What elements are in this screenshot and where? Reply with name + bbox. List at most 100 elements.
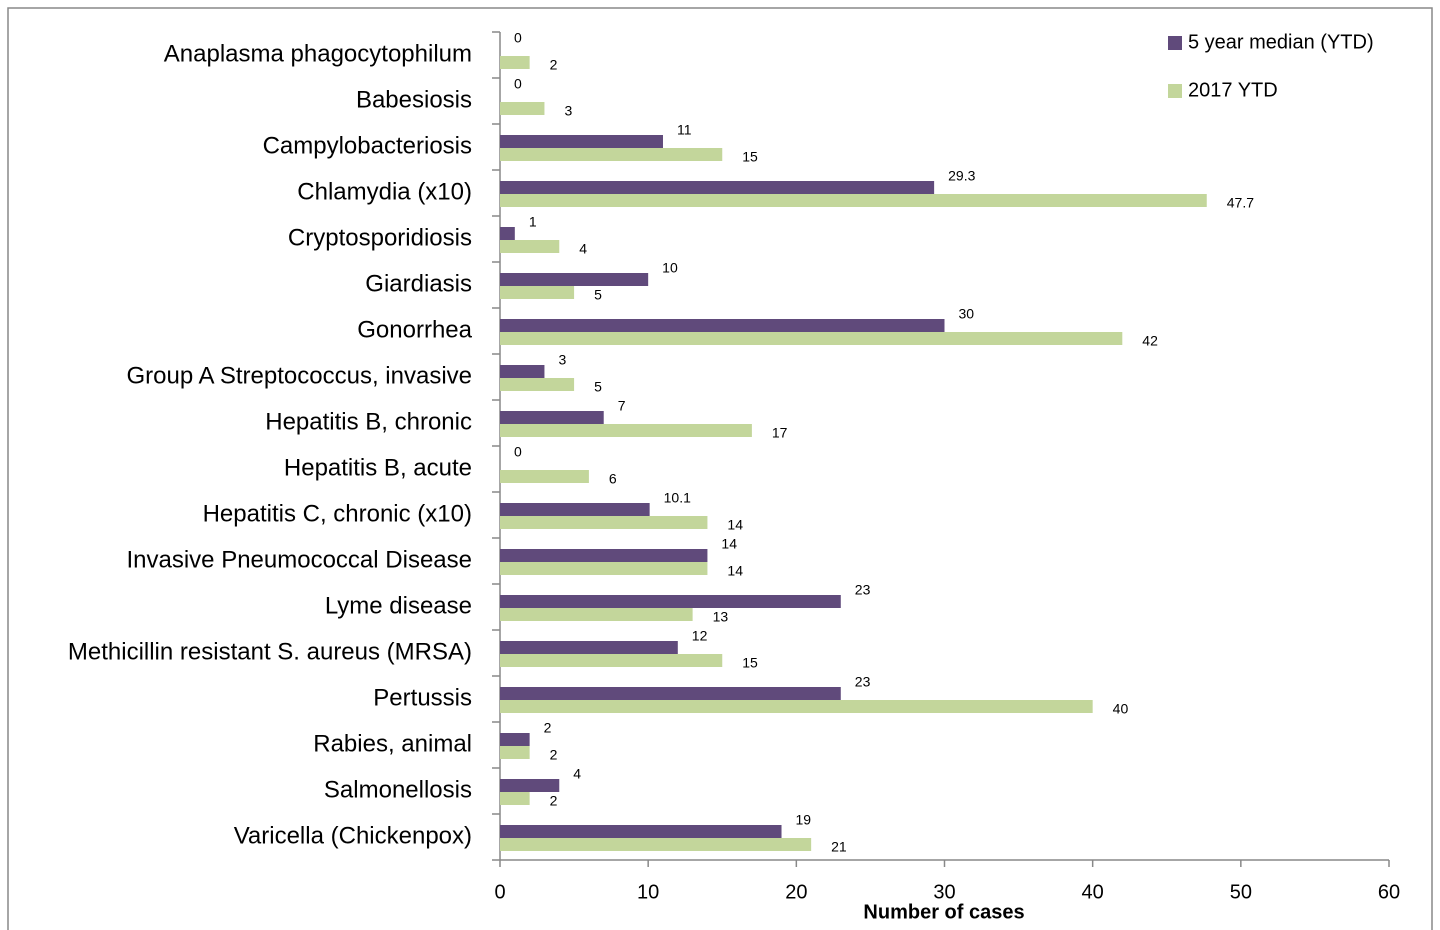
- bar: [500, 779, 560, 792]
- category-label: Hepatitis B, chronic: [265, 408, 472, 435]
- category-label: Invasive Pneumococcal Disease: [126, 546, 472, 573]
- value-label: 2: [550, 747, 558, 763]
- x-tick-label: 50: [1230, 881, 1252, 903]
- legend-swatch: [1168, 84, 1182, 98]
- x-tick-label: 10: [637, 881, 659, 903]
- value-label: 2: [544, 720, 552, 736]
- legend-label: 2017 YTD: [1188, 79, 1278, 101]
- value-label: 2: [550, 57, 558, 73]
- bar: [500, 135, 663, 148]
- category-label: Salmonellosis: [324, 776, 472, 803]
- value-label: 0: [514, 76, 522, 92]
- category-label: Campylobacteriosis: [263, 132, 472, 159]
- value-label: 23: [855, 582, 871, 598]
- bar: [500, 286, 575, 299]
- value-label: 15: [742, 149, 758, 165]
- x-axis-title: Number of cases: [863, 901, 1024, 923]
- bar: [500, 654, 723, 667]
- bar: [500, 687, 841, 700]
- bar: [500, 700, 1093, 713]
- bar: [500, 148, 723, 161]
- value-label: 7: [618, 398, 626, 414]
- value-label: 3: [564, 103, 572, 119]
- value-label: 14: [727, 517, 743, 533]
- category-label: Anaplasma phagocytophilum: [164, 40, 472, 67]
- legend-label: 5 year median (YTD): [1188, 31, 1374, 53]
- value-label: 19: [796, 812, 812, 828]
- x-tick-label: 0: [494, 881, 505, 903]
- bar: [500, 102, 545, 115]
- bar: [500, 332, 1123, 345]
- bar: [500, 181, 935, 194]
- x-tick-label: 20: [785, 881, 807, 903]
- bar: [500, 608, 693, 621]
- value-label: 42: [1142, 333, 1158, 349]
- value-label: 17: [772, 425, 788, 441]
- value-label: 5: [594, 379, 602, 395]
- category-label: Group A Streptococcus, invasive: [126, 362, 472, 389]
- bar: [500, 746, 530, 759]
- value-label: 30: [959, 306, 975, 322]
- category-label: Rabies, animal: [313, 730, 472, 757]
- chart-frame: [7, 7, 1433, 930]
- legend-swatch: [1168, 36, 1182, 50]
- category-label: Babesiosis: [356, 86, 472, 113]
- value-label: 0: [514, 30, 522, 46]
- category-label: Hepatitis C, chronic (x10): [203, 500, 472, 527]
- value-label: 6: [609, 471, 617, 487]
- bar: [500, 595, 841, 608]
- x-tick-label: 30: [933, 881, 955, 903]
- bar: [500, 227, 515, 240]
- value-label: 5: [594, 287, 602, 303]
- bar: [500, 838, 812, 851]
- value-label: 29.3: [948, 168, 975, 184]
- value-label: 1: [529, 214, 537, 230]
- bar: [500, 411, 604, 424]
- value-label: 13: [713, 609, 729, 625]
- x-tick-label: 40: [1082, 881, 1104, 903]
- value-label: 10.1: [664, 490, 691, 506]
- bar: [500, 378, 575, 391]
- category-label: Varicella (Chickenpox): [234, 822, 472, 849]
- bar: [500, 825, 782, 838]
- category-label: Hepatitis B, acute: [284, 454, 472, 481]
- bar: [500, 194, 1207, 207]
- value-label: 0: [514, 444, 522, 460]
- bar: [500, 470, 589, 483]
- value-label: 11: [677, 122, 692, 138]
- value-label: 21: [831, 839, 847, 855]
- bar: [500, 56, 530, 69]
- bar: [500, 365, 545, 378]
- value-label: 2: [550, 793, 558, 809]
- value-label: 12: [692, 628, 708, 644]
- value-label: 10: [662, 260, 678, 276]
- category-label: Lyme disease: [325, 592, 472, 619]
- category-label: Giardiasis: [365, 270, 472, 297]
- value-label: 14: [721, 536, 737, 552]
- value-label: 4: [579, 241, 587, 257]
- value-label: 3: [558, 352, 566, 368]
- bar: [500, 562, 708, 575]
- bar: [500, 319, 945, 332]
- value-label: 15: [742, 655, 758, 671]
- x-tick-label: 60: [1378, 881, 1400, 903]
- bar: [500, 240, 560, 253]
- bar: [500, 792, 530, 805]
- bar: [500, 503, 650, 516]
- bar: [500, 733, 530, 746]
- bar: [500, 641, 678, 654]
- bar: [500, 549, 708, 562]
- value-label: 47.7: [1227, 195, 1254, 211]
- category-label: Gonorrhea: [357, 316, 472, 343]
- bar: [500, 273, 649, 286]
- value-label: 40: [1113, 701, 1129, 717]
- category-label: Methicillin resistant S. aureus (MRSA): [68, 638, 472, 665]
- value-label: 4: [573, 766, 581, 782]
- bar: [500, 424, 752, 437]
- value-label: 23: [855, 674, 871, 690]
- value-label: 14: [727, 563, 743, 579]
- category-label: Pertussis: [373, 684, 472, 711]
- category-label: Chlamydia (x10): [297, 178, 472, 205]
- category-label: Cryptosporidiosis: [288, 224, 472, 251]
